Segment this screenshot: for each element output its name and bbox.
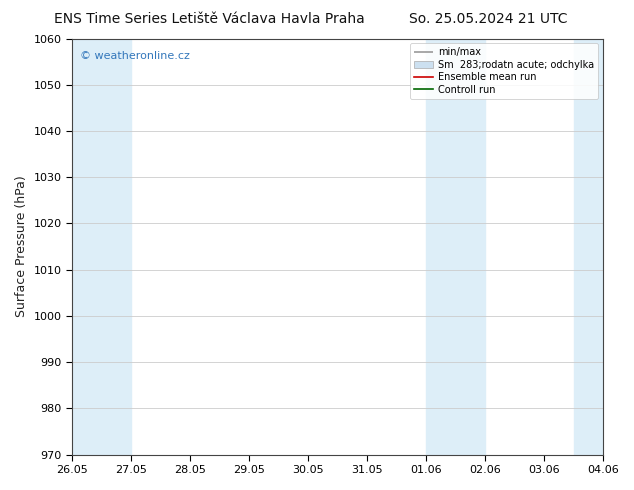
- Text: © weatheronline.cz: © weatheronline.cz: [80, 51, 190, 61]
- Bar: [72, 39, 131, 455]
- Text: ENS Time Series Letiště Václava Havla Praha: ENS Time Series Letiště Václava Havla Pr…: [54, 12, 365, 26]
- Y-axis label: Surface Pressure (hPa): Surface Pressure (hPa): [15, 176, 28, 318]
- Text: So. 25.05.2024 21 UTC: So. 25.05.2024 21 UTC: [409, 12, 567, 26]
- Bar: [574, 39, 634, 455]
- Legend: min/max, Sm  283;rodatn acute; odchylka, Ensemble mean run, Controll run: min/max, Sm 283;rodatn acute; odchylka, …: [410, 44, 598, 98]
- Bar: [426, 39, 485, 455]
